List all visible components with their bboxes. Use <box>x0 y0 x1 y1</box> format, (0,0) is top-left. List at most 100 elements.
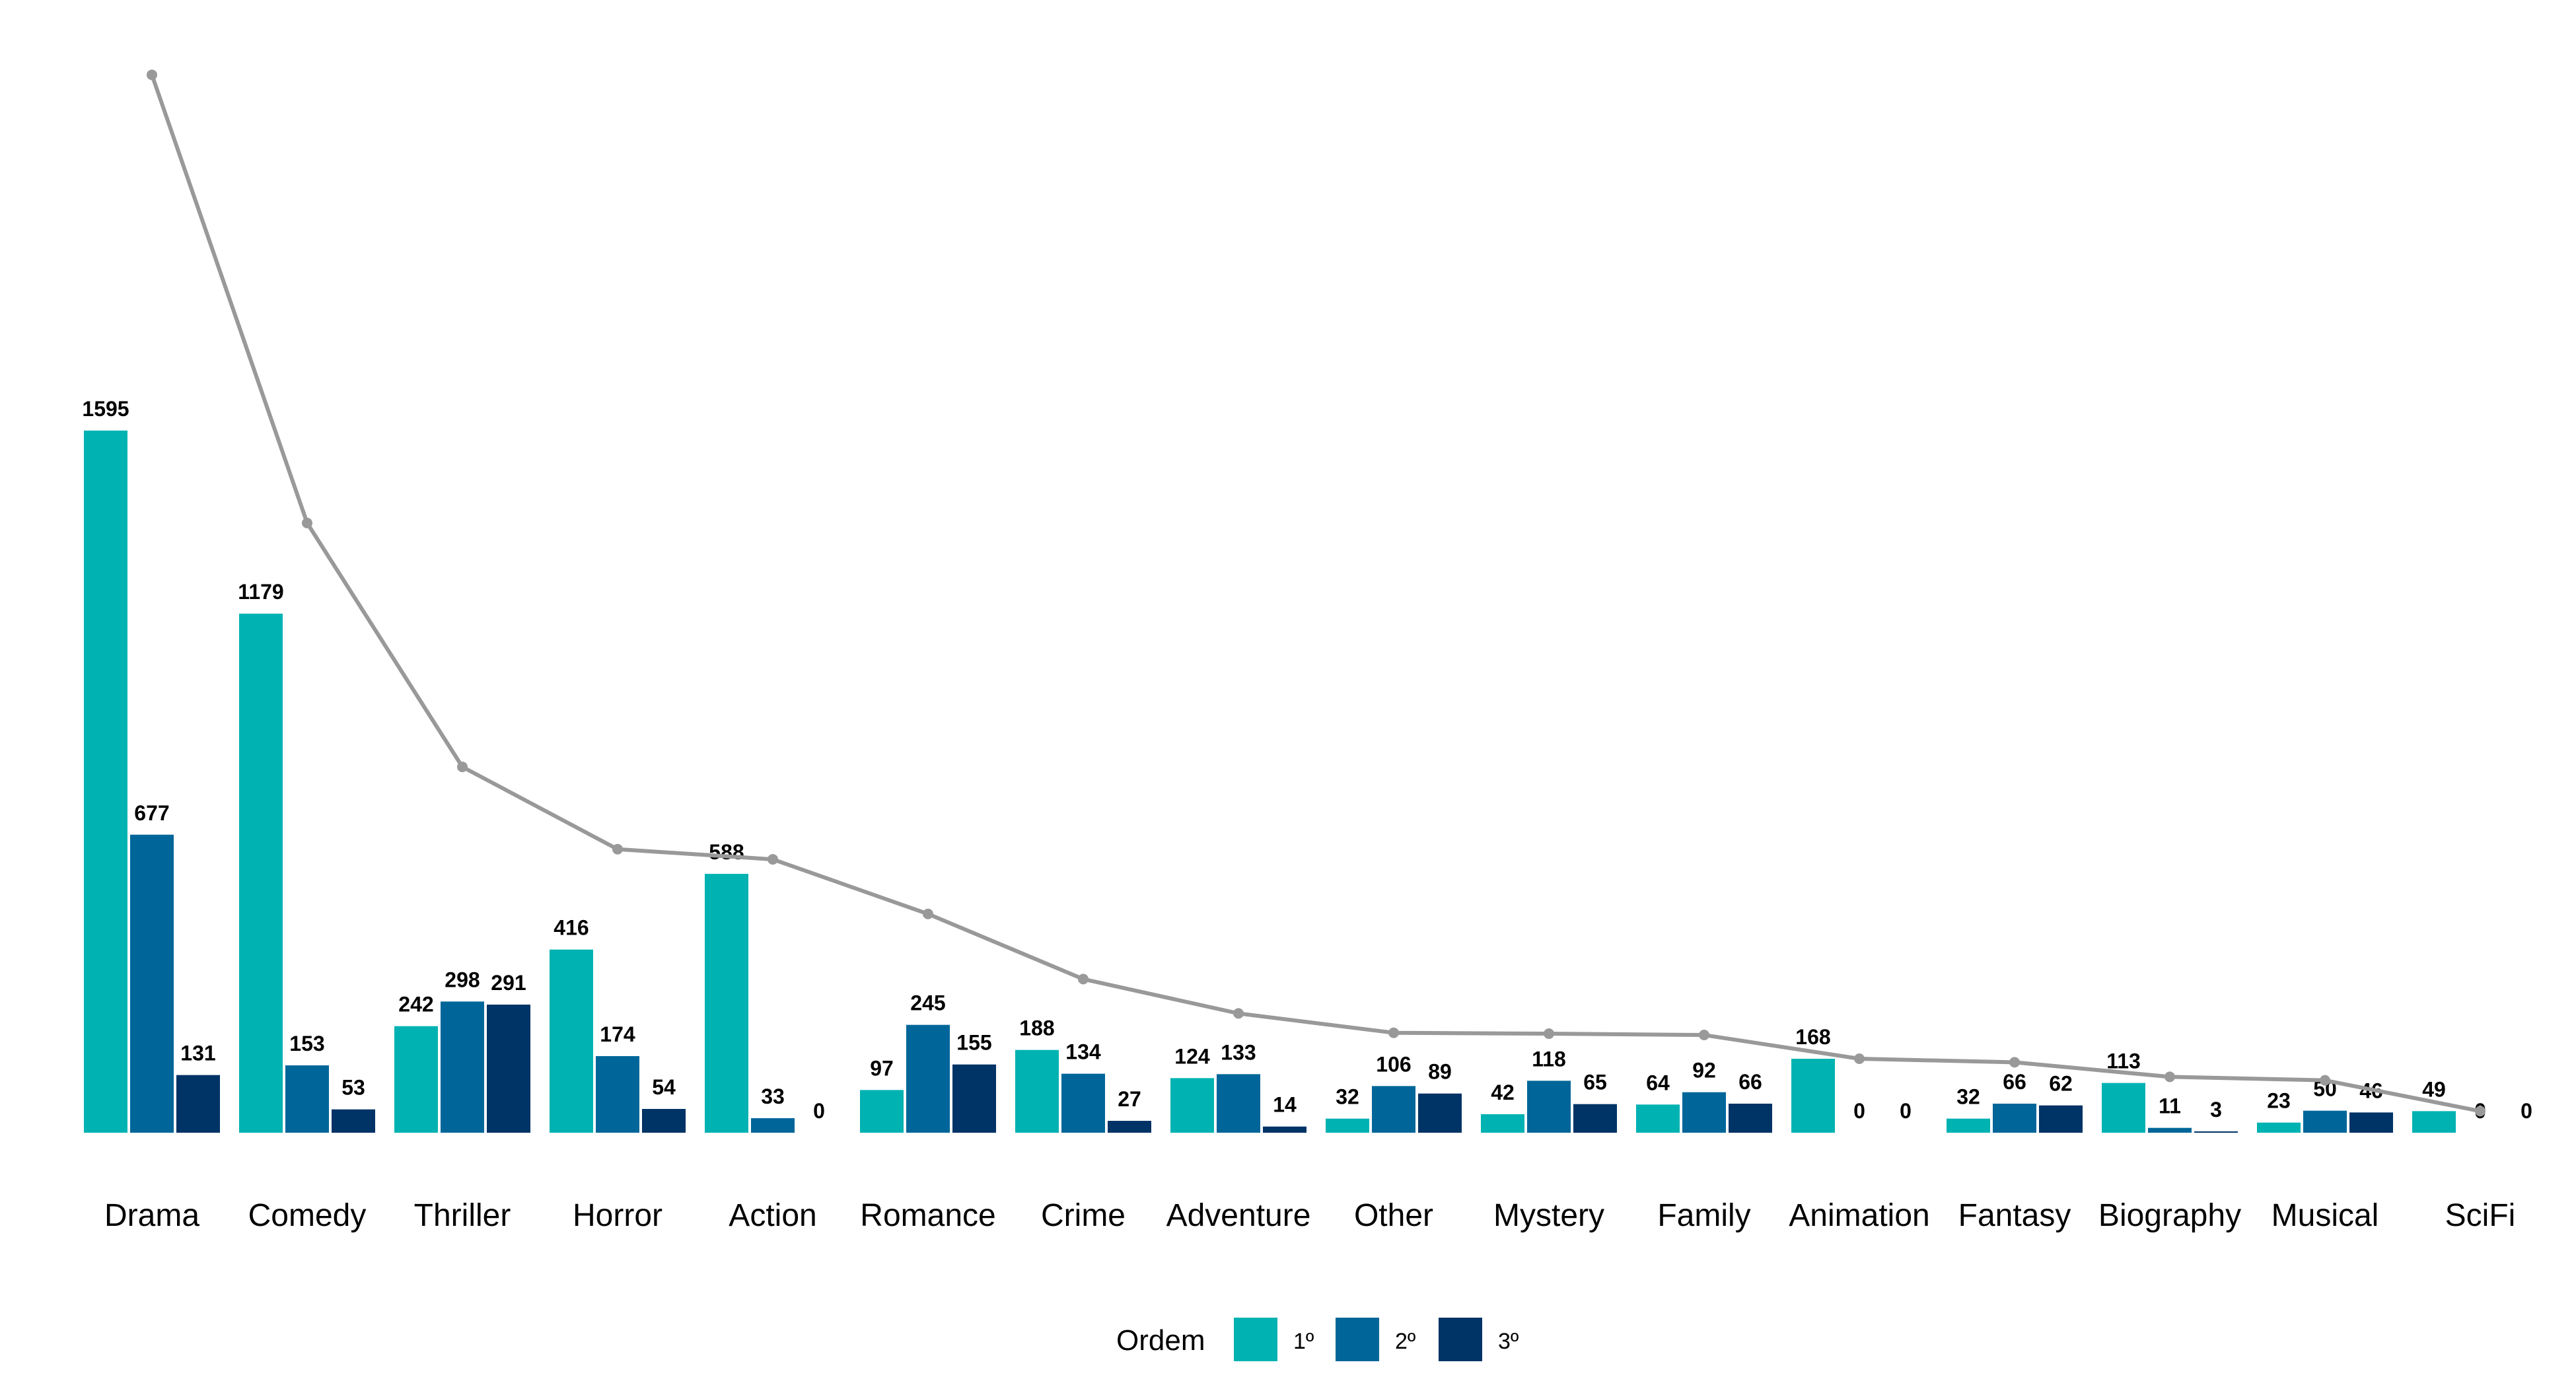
x-tick-label: Action <box>729 1198 816 1233</box>
legend-swatch <box>1439 1318 1482 1361</box>
trend-point <box>2009 1057 2020 1068</box>
bar-value-label: 89 <box>1428 1060 1452 1084</box>
x-tick-label: Fantasy <box>1958 1198 2071 1233</box>
bar <box>130 834 174 1133</box>
bar <box>332 1109 375 1133</box>
bar-value-label: 14 <box>1273 1093 1297 1117</box>
bar-value-label: 64 <box>1646 1071 1670 1094</box>
bar-value-label: 33 <box>761 1085 785 1108</box>
legend-label: 3º <box>1498 1329 1519 1354</box>
bar <box>906 1024 950 1133</box>
bar-value-label: 134 <box>1065 1040 1101 1064</box>
trend-point <box>1854 1053 1865 1065</box>
bar-value-label: 54 <box>652 1075 676 1099</box>
trend-point <box>1544 1028 1554 1040</box>
bar-value-label: 153 <box>289 1032 324 1055</box>
bar <box>1418 1093 1462 1133</box>
bar <box>1061 1073 1105 1133</box>
bar <box>1791 1059 1835 1133</box>
legend-label: 1º <box>1293 1329 1314 1354</box>
bar <box>1015 1049 1059 1133</box>
bar-value-label: 131 <box>180 1042 215 1065</box>
bar <box>751 1118 795 1133</box>
legend: Ordem 1º 2º 3º <box>1116 1318 1519 1361</box>
legend-swatch <box>1336 1318 1379 1361</box>
bar <box>705 874 748 1133</box>
bar-value-label: 188 <box>1019 1016 1054 1040</box>
bar-value-label: 106 <box>1376 1052 1411 1076</box>
bar <box>1263 1126 1306 1133</box>
bar-value-label: 49 <box>2422 1077 2446 1101</box>
trend-point <box>302 517 312 528</box>
legend-label: 2º <box>1395 1329 1415 1354</box>
bar-value-label: 291 <box>491 971 526 995</box>
bar-value-label: 92 <box>1692 1059 1716 1083</box>
bar <box>1108 1121 1151 1133</box>
bar <box>1481 1114 1524 1133</box>
bar-value-label: 1595 <box>82 397 129 421</box>
x-tick-label: SciFi <box>2445 1198 2516 1233</box>
x-tick-label: Horror <box>573 1198 662 1233</box>
bar-value-label: 11 <box>2159 1094 2181 1118</box>
bar-value-label: 1179 <box>238 580 283 604</box>
bar-value-label: 53 <box>341 1076 365 1100</box>
bar <box>642 1109 686 1133</box>
bar-value-label: 65 <box>1583 1071 1607 1094</box>
trend-point <box>1388 1027 1399 1038</box>
trend-point <box>923 908 933 919</box>
bar <box>1527 1081 1571 1133</box>
bar-value-label: 245 <box>910 991 945 1015</box>
x-tick-label: Romance <box>860 1198 995 1233</box>
bar <box>1947 1118 1990 1133</box>
bar-value-label: 168 <box>1795 1025 1830 1049</box>
trend-point <box>2165 1071 2175 1083</box>
bar-value-label: 174 <box>600 1022 635 1046</box>
bar-value-label: 0 <box>1900 1099 1912 1123</box>
trend-point <box>1233 1008 1244 1019</box>
bar-value-label: 133 <box>1221 1040 1256 1064</box>
trend-point <box>457 762 468 773</box>
bar-value-label: 27 <box>1118 1087 1141 1111</box>
bar <box>1636 1104 1680 1133</box>
bar <box>2412 1111 2456 1133</box>
bar <box>285 1065 329 1133</box>
legend-title: Ordem <box>1116 1324 1205 1357</box>
trend-line-layer <box>147 69 2486 1117</box>
bar-value-label: 416 <box>554 916 589 940</box>
bar <box>394 1026 438 1133</box>
bar <box>176 1075 220 1133</box>
x-tick-label: Adventure <box>1166 1198 1311 1233</box>
bar <box>596 1056 639 1133</box>
x-tick-label: Mystery <box>1493 1198 1604 1233</box>
bar <box>84 430 127 1133</box>
bar-value-label: 66 <box>1738 1070 1762 1094</box>
bar <box>441 1001 484 1133</box>
bar <box>2194 1131 2238 1133</box>
bar-value-label: 124 <box>1174 1044 1210 1068</box>
bar <box>2303 1110 2347 1133</box>
bar <box>1326 1118 1369 1133</box>
bar-value-label: 97 <box>870 1056 894 1080</box>
legend-swatch <box>1234 1318 1277 1361</box>
x-tick-label: Other <box>1354 1198 1433 1233</box>
x-tick-label: Crime <box>1041 1198 1126 1233</box>
bar-value-label: 0 <box>813 1099 825 1123</box>
bar-value-label: 32 <box>1336 1085 1359 1109</box>
bar <box>550 949 593 1133</box>
bar <box>1170 1078 1214 1133</box>
x-tick-label: Drama <box>104 1198 199 1233</box>
bar-value-label: 118 <box>1532 1047 1566 1071</box>
bar <box>860 1090 904 1133</box>
x-axis-ticks: Drama Comedy Thriller Horror Action Romance Cr… <box>104 1198 2515 1233</box>
bar <box>2257 1122 2301 1133</box>
bar-value-label: 23 <box>2267 1089 2291 1113</box>
x-tick-label: Animation <box>1789 1198 1929 1233</box>
trend-point <box>2320 1075 2330 1086</box>
bar-value-label: 242 <box>398 993 433 1016</box>
bar-value-label: 42 <box>1491 1081 1515 1104</box>
bar-value-label: 66 <box>2003 1070 2026 1094</box>
bar <box>2102 1083 2145 1133</box>
x-tick-label: Comedy <box>248 1198 367 1233</box>
bar-value-label: 155 <box>956 1031 991 1055</box>
